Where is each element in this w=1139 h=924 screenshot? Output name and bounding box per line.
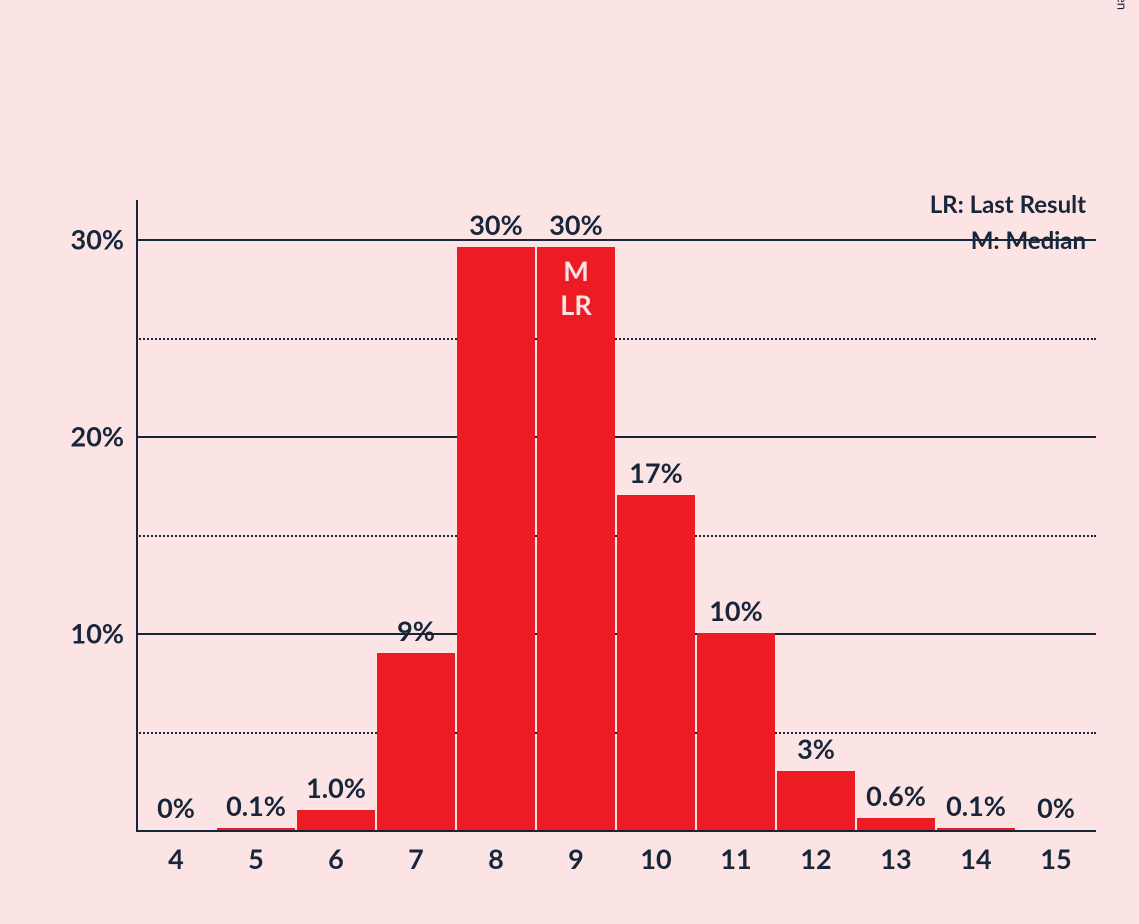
copyright-text: © 2020 Filip van Laenen [1115, 0, 1131, 10]
bar-value-label: 10% [709, 594, 762, 627]
grid-major-line [136, 239, 1096, 241]
x-axis-tick-label: 12 [800, 842, 831, 875]
x-axis-tick-label: 13 [880, 842, 911, 875]
x-axis-tick-label: 10 [640, 842, 671, 875]
bar [617, 495, 695, 830]
bar-value-label: 9% [397, 614, 435, 647]
bar-value-label: 0% [1037, 791, 1075, 824]
y-axis-tick-label: 20% [50, 420, 124, 453]
y-axis-tick-label: 10% [50, 617, 124, 650]
x-axis-tick-label: 15 [1040, 842, 1071, 875]
plot-area: 10%20%30%0%40.1%51.0%69%730%830%917%1010… [136, 200, 1096, 830]
bar [297, 810, 375, 830]
bar-value-label: 1.0% [306, 771, 366, 804]
bar [777, 771, 855, 830]
bar-value-label: 30% [549, 208, 602, 241]
bar-value-label: 0.1% [226, 789, 286, 822]
x-axis-tick-label: 5 [248, 842, 264, 875]
bar [537, 247, 615, 830]
y-axis-tick-label: 30% [50, 223, 124, 256]
x-axis-tick-label: 9 [568, 842, 584, 875]
grid-major-line [136, 436, 1096, 438]
bar-value-label: 30% [469, 208, 522, 241]
bar-value-label: 17% [629, 456, 682, 489]
x-axis-tick-label: 11 [720, 842, 751, 875]
legend-m: M: Median [971, 226, 1086, 255]
bar [697, 633, 775, 830]
bar [217, 828, 295, 830]
bar [857, 818, 935, 830]
x-axis-tick-label: 14 [960, 842, 991, 875]
chart-area: 10% 20% 30% 0% 4 0.1% 5 1.0% 6 9% 7 30% 8 30% 9 17% 10 10… [50, 200, 1110, 900]
legend-lr: LR: Last Result [930, 190, 1086, 219]
bar [937, 828, 1015, 830]
median-lr-marker: MLR [560, 254, 591, 322]
bar-value-label: 3% [797, 732, 835, 765]
bar-value-label: 0% [157, 791, 195, 824]
x-axis-tick-label: 6 [328, 842, 344, 875]
x-axis-tick-label: 4 [168, 842, 184, 875]
bar [377, 653, 455, 830]
x-axis-tick-label: 8 [488, 842, 504, 875]
grid-minor-line [136, 338, 1096, 340]
x-axis-tick-label: 7 [408, 842, 424, 875]
grid-major-line [136, 830, 1096, 832]
bar [457, 247, 535, 830]
bar-value-label: 0.1% [946, 789, 1006, 822]
bar-value-label: 0.6% [866, 779, 926, 812]
